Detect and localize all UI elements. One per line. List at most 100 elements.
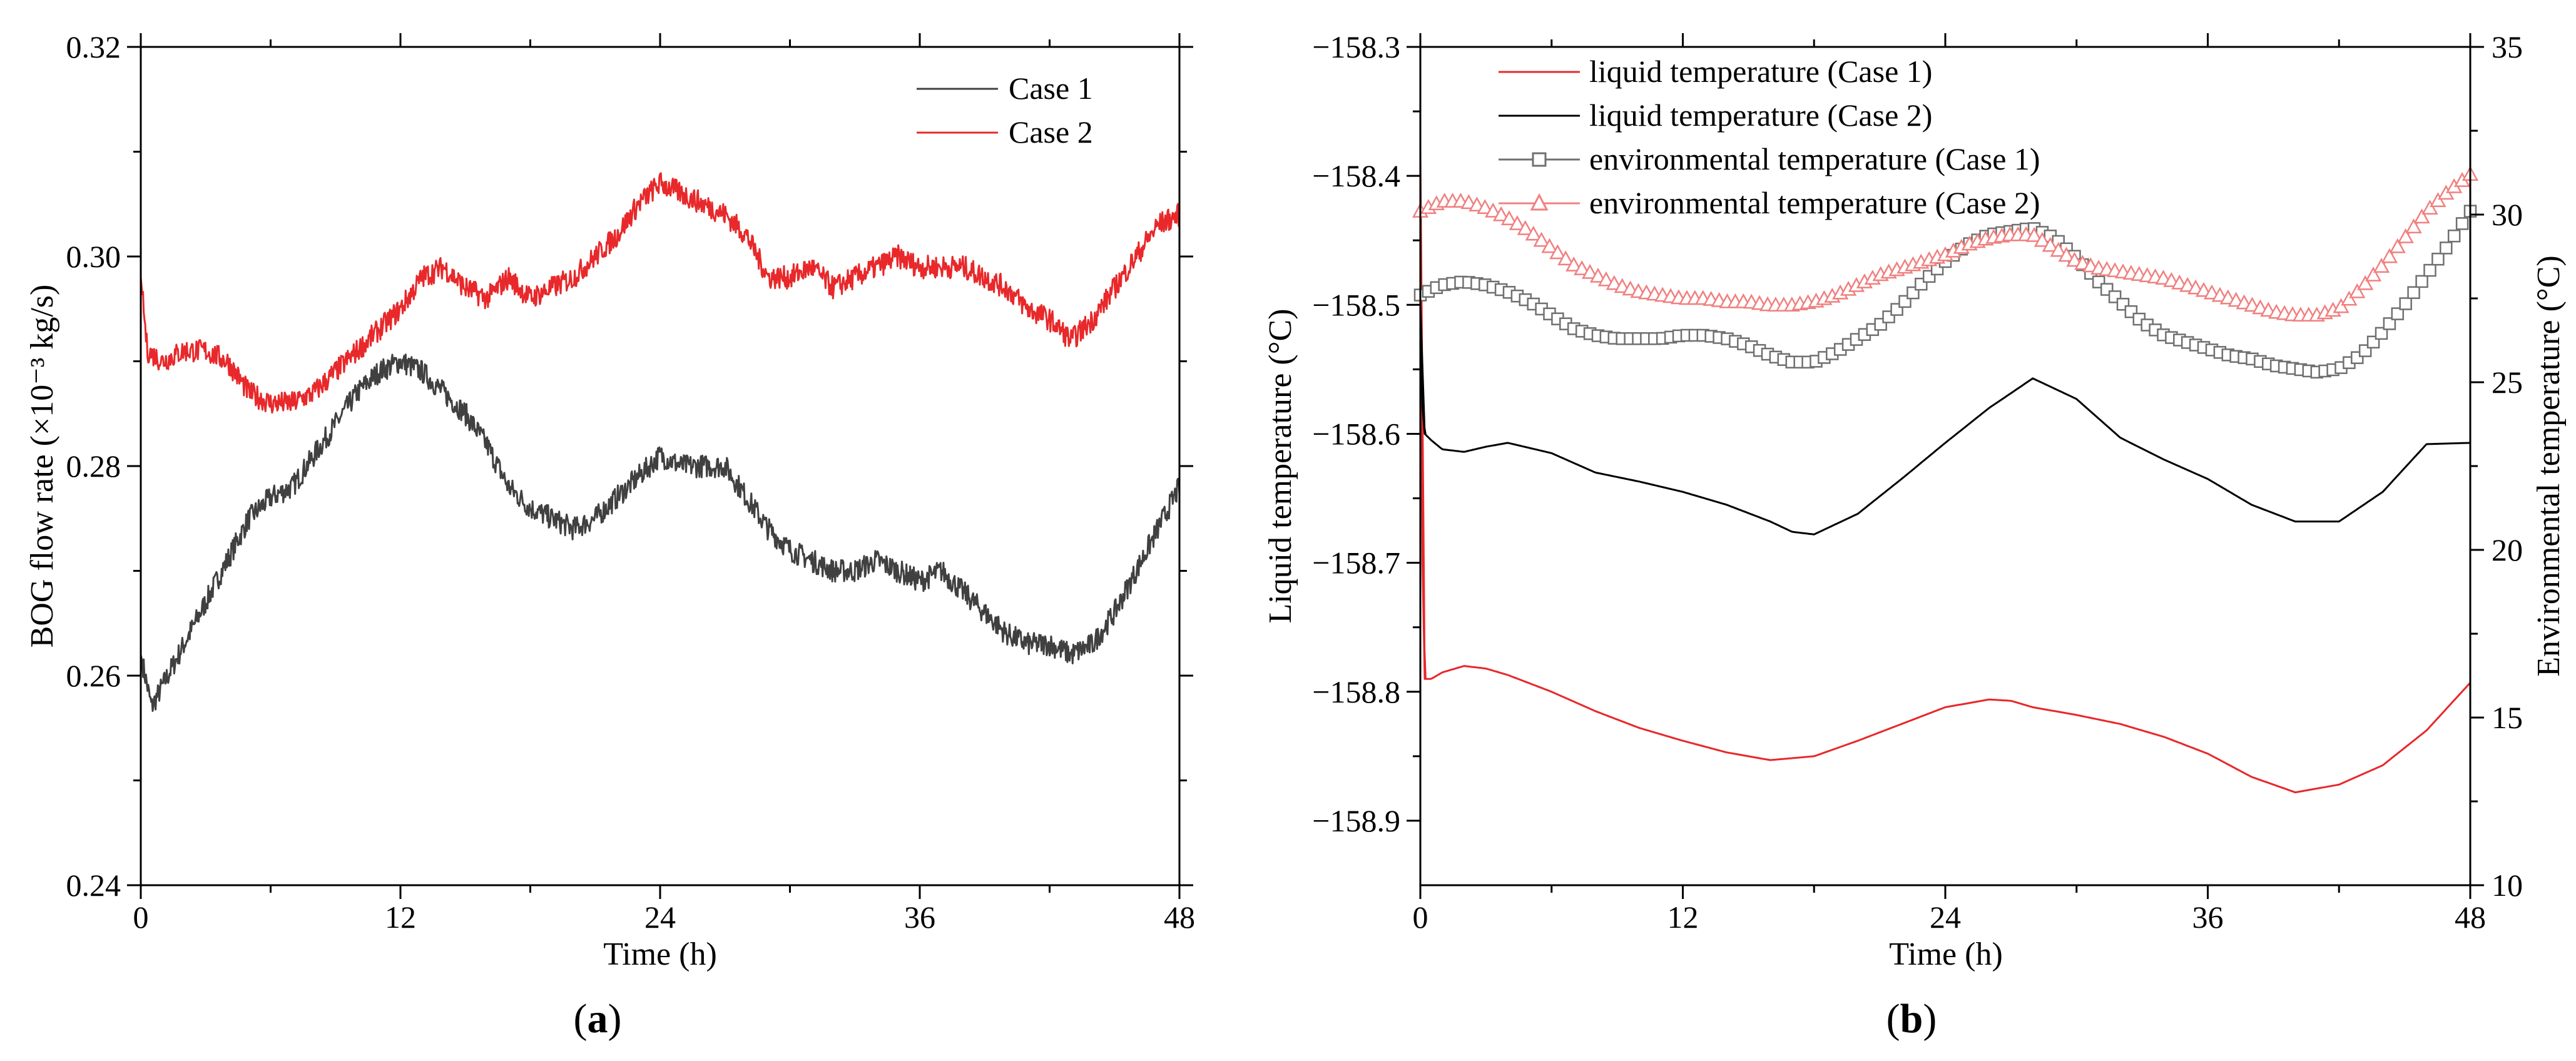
y-tick-label-b-6: −158.3: [1312, 29, 1400, 64]
panel-label-b: (b): [1886, 996, 1937, 1042]
legend-label-env-case-1: environmental temperature (Case 1): [1589, 141, 2040, 176]
y-tick-label-a-0: 0.24: [66, 868, 121, 903]
marker-environmental-temperature-case-2-123: [2405, 218, 2422, 233]
panel-label-b-letter: b: [1900, 996, 1923, 1042]
panel-label-b-close: ): [1923, 996, 1937, 1042]
x-tick-label-a-1: 12: [385, 900, 416, 935]
y-tick-label-b-1: −158.8: [1312, 674, 1400, 709]
marker-environmental-temperature-case-1-128: [2447, 229, 2461, 243]
legend-label-liquid-case-1: liquid temperature (Case 1): [1589, 54, 1932, 89]
marker-environmental-temperature-case-2-8: [1477, 199, 1494, 215]
y-right-tick-label-b-2: 20: [2492, 532, 2523, 567]
panel-label-b-open: (: [1886, 996, 1900, 1042]
marker-environmental-temperature-case-2-14: [1525, 225, 1542, 241]
marker-environmental-temperature-case-2-24: [1606, 275, 1622, 290]
y-tick-label-a-1: 0.26: [66, 658, 121, 693]
legend-label-case-2: Case 2: [1009, 114, 1093, 150]
marker-environmental-temperature-case-1-123: [2407, 286, 2420, 299]
marker-environmental-temperature-case-2-122: [2397, 228, 2414, 243]
panel-label-a: (a): [574, 996, 622, 1042]
axes-a: 0 12 24 36 48 0.24 0.26 0.28 0.30 0.32: [66, 29, 1196, 935]
y-tick-label-a-2: 0.28: [66, 449, 121, 484]
marker-environmental-temperature-case-1-122: [2399, 297, 2412, 310]
plot-area-a: [140, 172, 1181, 712]
panel-label-a-close: ): [608, 996, 622, 1042]
marker-environmental-temperature-case-2-16: [1541, 238, 1558, 253]
panel-label-a-open: (: [574, 996, 588, 1042]
y-axis-title-b-left: Liquid temperature (°C): [1263, 308, 1298, 623]
x-axis-title-a: Time (h): [603, 937, 717, 972]
legend-label-liquid-case-2: liquid temperature (Case 2): [1589, 98, 1932, 133]
marker-environmental-temperature-case-2-17: [1549, 244, 1566, 260]
y-tick-label-a-4: 0.32: [66, 29, 121, 64]
y-axis-title-b-right: Environmental temperature (°C): [2531, 255, 2567, 676]
marker-environmental-temperature-case-2-22: [1589, 267, 1607, 283]
marker-environmental-temperature-case-2-23: [1597, 271, 1615, 287]
x-tick-label-b-0: 0: [1413, 900, 1428, 935]
x-tick-label-b-3: 36: [2192, 900, 2224, 935]
y-right-tick-label-b-3: 25: [2492, 365, 2523, 400]
marker-environmental-temperature-case-1-121: [2391, 307, 2405, 320]
marker-environmental-temperature-case-2-125: [2421, 200, 2438, 215]
marker-environmental-temperature-case-2-78: [2042, 236, 2059, 252]
x-axis-title-b: Time (h): [1889, 937, 2003, 972]
marker-environmental-temperature-case-2-81: [2066, 251, 2083, 267]
marker-environmental-temperature-case-2-11: [1500, 210, 1518, 225]
marker-environmental-temperature-case-2-121: [2389, 238, 2406, 253]
axes-b: 0 12 24 36 48 −158.9 −158.8 −158.7 −158.6 −158.5 −…: [1312, 29, 2523, 935]
series-line-case-1: [140, 353, 1181, 712]
plot-area-b: [1412, 149, 2479, 794]
marker-environmental-temperature-case-1-120: [2383, 317, 2396, 330]
marker-environmental-temperature-case-2-120: [2381, 248, 2398, 263]
marker-environmental-temperature-case-2-77: [2034, 231, 2051, 247]
marker-environmental-temperature-case-2-126: [2430, 192, 2446, 208]
y-right-tick-label-b-0: 10: [2492, 868, 2523, 903]
marker-environmental-temperature-case-2-20: [1574, 260, 1591, 275]
marker-environmental-temperature-case-1-119: [2375, 327, 2388, 340]
marker-environmental-temperature-case-2-114: [2333, 298, 2349, 313]
chart-panel-a: 0 12 24 36 48 0.24 0.26 0.28 0.30 0.32 Time (h) B…: [24, 29, 1195, 1042]
marker-environmental-temperature-case-1-124: [2415, 275, 2428, 288]
series-line-environmental-temperature-case-1: [1420, 210, 2472, 373]
y-axis-title-a: BOG flow rate (×10⁻³ kg/s): [24, 285, 60, 648]
legend-a: Case 1 Case 2: [917, 71, 1093, 150]
marker-environmental-temperature-case-1-126: [2431, 252, 2445, 266]
legend-marker-env-case-1: [1532, 152, 1547, 167]
x-tick-label-a-4: 48: [1164, 900, 1195, 935]
x-tick-label-b-4: 48: [2455, 900, 2486, 935]
marker-environmental-temperature-case-2-76: [2025, 226, 2043, 242]
marker-environmental-temperature-case-1-127: [2440, 241, 2453, 255]
x-tick-label-b-2: 24: [1930, 900, 1961, 935]
marker-environmental-temperature-case-2-119: [2373, 258, 2390, 273]
series-line-liquid-temperature-case-1: [1419, 149, 2472, 794]
y-right-tick-label-b-5: 35: [2492, 29, 2523, 64]
x-tick-label-a-0: 0: [133, 900, 149, 935]
marker-environmental-temperature-case-2-124: [2413, 208, 2430, 224]
marker-environmental-temperature-case-2-12: [1509, 215, 1526, 230]
marker-environmental-temperature-case-2-80: [2058, 246, 2075, 262]
marker-environmental-temperature-case-2-15: [1533, 231, 1550, 247]
legend-b: liquid temperature (Case 1) liquid tempe…: [1499, 54, 2040, 220]
chart-panel-b: 0 12 24 36 48 −158.9 −158.8 −158.7 −158.6 −158.5 −…: [1263, 29, 2567, 1042]
marker-environmental-temperature-case-2-118: [2365, 267, 2382, 282]
x-tick-label-b-1: 12: [1667, 900, 1699, 935]
marker-environmental-temperature-case-2-79: [2050, 241, 2067, 257]
series-line-liquid-temperature-case-2: [1419, 303, 2471, 536]
marker-environmental-temperature-case-2-115: [2341, 290, 2358, 306]
y-tick-label-b-2: −158.7: [1312, 546, 1400, 581]
y-tick-label-a-3: 0.30: [66, 239, 121, 274]
marker-environmental-temperature-case-1-129: [2455, 217, 2469, 230]
y-tick-label-b-5: −158.4: [1312, 158, 1400, 193]
x-tick-label-a-3: 36: [904, 900, 935, 935]
marker-environmental-temperature-case-2-10: [1492, 206, 1510, 221]
marker-environmental-temperature-case-2-116: [2349, 283, 2366, 298]
legend-marker-env-case-2: [1530, 193, 1549, 211]
marker-environmental-temperature-case-2-117: [2357, 275, 2374, 290]
legend-label-env-case-2: environmental temperature (Case 2): [1589, 185, 2040, 220]
y-tick-label-b-3: −158.6: [1312, 416, 1400, 451]
marker-environmental-temperature-case-2-97: [2195, 282, 2212, 297]
marker-environmental-temperature-case-2-9: [1485, 202, 1502, 218]
marker-environmental-temperature-case-2-19: [1565, 256, 1582, 272]
y-right-tick-label-b-4: 30: [2492, 197, 2523, 232]
